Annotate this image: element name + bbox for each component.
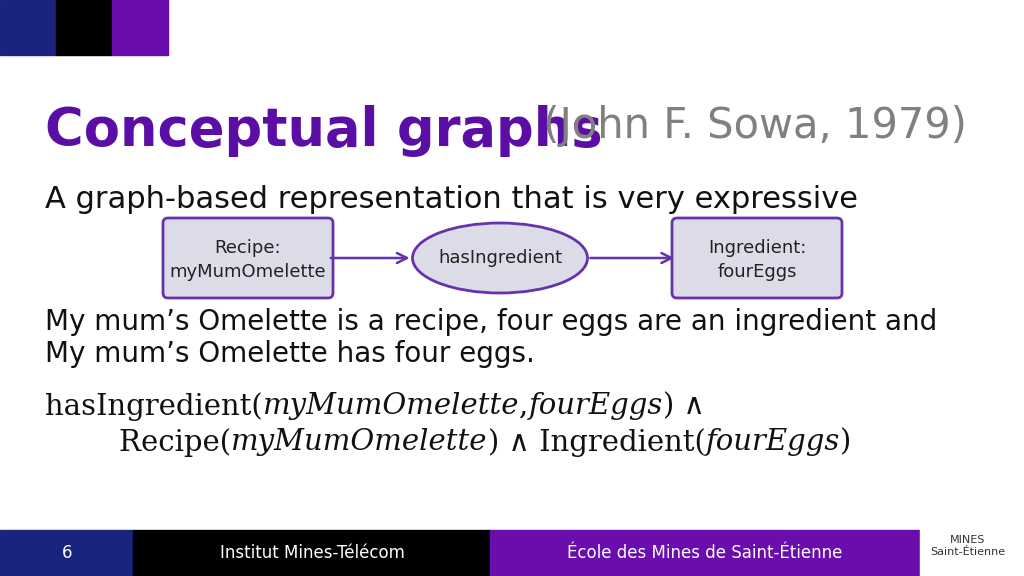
Bar	[920, 520, 1024, 576]
Text: myMumOmelette: myMumOmelette	[231, 428, 487, 456]
Text: Institut Mines-Télécom: Institut Mines-Télécom	[219, 544, 404, 562]
Text: ,: ,	[519, 392, 528, 420]
Text: ): )	[840, 428, 851, 456]
Text: fourEggs: fourEggs	[706, 428, 840, 456]
Text: hasIngredient: hasIngredient	[438, 249, 562, 267]
Bar	[490, 530, 920, 576]
Text: fourEggs: fourEggs	[717, 263, 797, 281]
Text: Conceptual graphs: Conceptual graphs	[45, 105, 603, 157]
Bar	[0, 0, 56, 55]
Text: Recipe(: Recipe(	[45, 428, 231, 457]
FancyBboxPatch shape	[163, 218, 333, 298]
Bar	[56, 0, 112, 55]
Bar	[133, 530, 490, 576]
Text: hasIngredient(: hasIngredient(	[45, 392, 263, 421]
Text: 6: 6	[61, 544, 73, 562]
Text: myMumOmelette: myMumOmelette	[170, 263, 327, 281]
Text: (John F. Sowa, 1979): (John F. Sowa, 1979)	[530, 105, 967, 147]
Text: MINES
Saint-Étienne: MINES Saint-Étienne	[931, 535, 1006, 558]
Text: ) ∧: ) ∧	[663, 392, 705, 420]
Text: myMumOmelette: myMumOmelette	[263, 392, 519, 420]
Text: Ingredient:: Ingredient:	[708, 239, 806, 257]
Text: Recipe:: Recipe:	[215, 239, 282, 257]
Text: fourEggs: fourEggs	[528, 392, 663, 420]
Ellipse shape	[413, 223, 588, 293]
Bar	[112, 0, 168, 55]
Text: ) ∧ Ingredient(: ) ∧ Ingredient(	[487, 428, 706, 457]
Text: My mum’s Omelette is a recipe, four eggs are an ingredient and: My mum’s Omelette is a recipe, four eggs…	[45, 308, 937, 336]
FancyBboxPatch shape	[672, 218, 842, 298]
Bar	[0, 530, 133, 576]
Text: A graph-based representation that is very expressive: A graph-based representation that is ver…	[45, 185, 858, 214]
Text: My mum’s Omelette has four eggs.: My mum’s Omelette has four eggs.	[45, 340, 535, 368]
Text: École des Mines de Saint-Étienne: École des Mines de Saint-Étienne	[567, 544, 843, 562]
